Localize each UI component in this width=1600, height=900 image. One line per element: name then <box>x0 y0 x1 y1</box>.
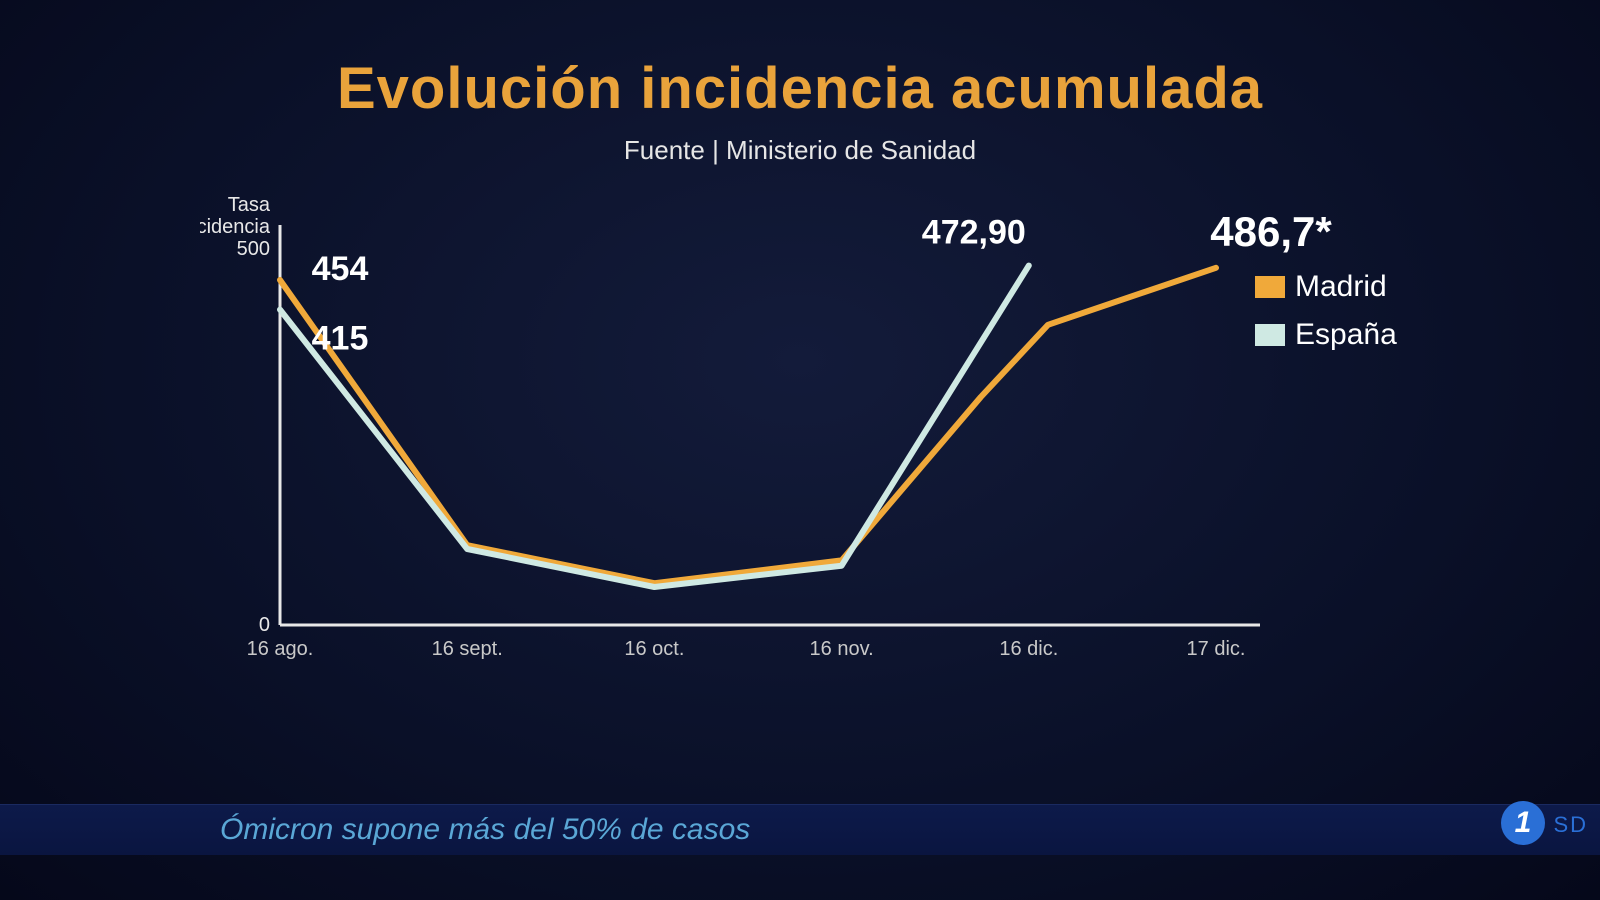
legend-label: Madrid <box>1295 270 1387 303</box>
subtitle-sep: | <box>705 135 726 165</box>
legend-swatch <box>1255 276 1285 298</box>
subtitle-prefix: Fuente <box>624 135 705 165</box>
lower-third-bar: Ómicron supone más del 50% de casos <box>0 804 1600 855</box>
ticker-text: Ómicron supone más del 50% de casos <box>220 813 750 847</box>
svg-text:16 dic.: 16 dic. <box>999 638 1058 660</box>
svg-text:incidencia: incidencia <box>200 216 271 238</box>
svg-text:415: 415 <box>312 320 369 358</box>
svg-text:486,7*: 486,7* <box>1210 208 1332 255</box>
svg-text:16 nov.: 16 nov. <box>810 638 874 660</box>
chart-subtitle: Fuente | Ministerio de Sanidad <box>0 135 1600 166</box>
sd-mark: SD <box>1553 812 1588 838</box>
legend-item: España <box>1255 318 1397 366</box>
svg-text:500: 500 <box>237 238 270 260</box>
legend: Madrid España <box>1255 270 1397 366</box>
svg-text:17 dic.: 17 dic. <box>1187 638 1246 660</box>
svg-text:16 sept.: 16 sept. <box>432 638 503 660</box>
chart-svg: Tasaincidencia500 016 ago. 16 sept. 16 oct.… <box>200 185 1400 685</box>
channel-logo: 1 <box>1501 801 1545 845</box>
svg-text:472,90: 472,90 <box>922 214 1026 252</box>
legend-item: Madrid <box>1255 270 1397 318</box>
svg-text:16 oct.: 16 oct. <box>624 638 684 660</box>
legend-label: España <box>1295 318 1397 351</box>
broadcast-frame: Evolución incidencia acumulada Fuente | … <box>0 0 1600 900</box>
svg-text:0: 0 <box>259 614 270 636</box>
svg-text:Tasa: Tasa <box>228 194 271 216</box>
svg-text:16 ago.: 16 ago. <box>247 638 314 660</box>
line-chart: Tasaincidencia500 016 ago. 16 sept. 16 oct.… <box>200 185 1400 685</box>
svg-text:454: 454 <box>312 250 369 288</box>
subtitle-source: Ministerio de Sanidad <box>726 135 976 165</box>
chart-title: Evolución incidencia acumulada <box>0 55 1600 122</box>
legend-swatch <box>1255 324 1285 346</box>
